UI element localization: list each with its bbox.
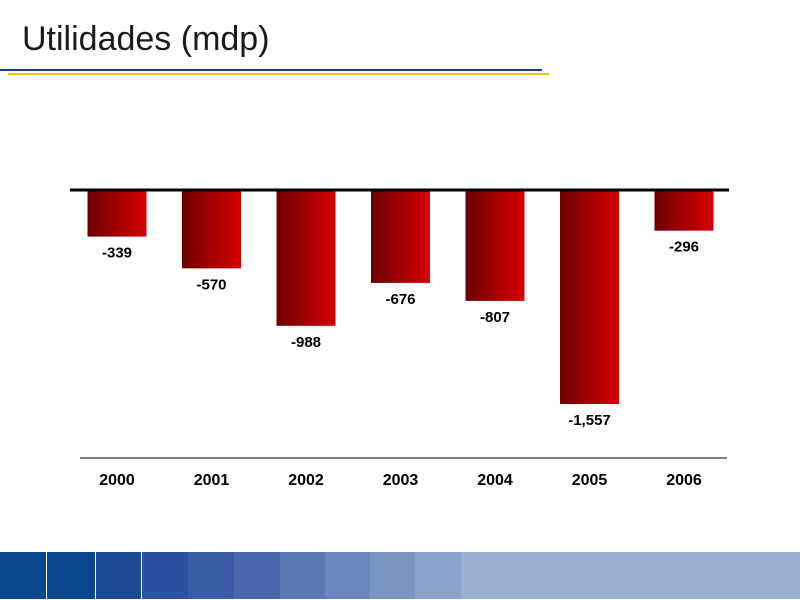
category-label-2003: 2003 xyxy=(383,472,419,489)
data-label-2005: -1,557 xyxy=(568,412,611,429)
bar-2005 xyxy=(560,190,619,404)
title-underline-blue xyxy=(0,69,542,71)
footer-block xyxy=(0,552,47,599)
data-label-2006: -296 xyxy=(669,239,699,256)
footer-color-strip xyxy=(0,552,800,599)
category-label-2006: 2006 xyxy=(666,472,702,489)
category-label-2000: 2000 xyxy=(99,472,135,489)
footer-block xyxy=(369,552,416,599)
footer-block xyxy=(279,552,325,599)
data-label-2002: -988 xyxy=(291,334,321,351)
data-label-2003: -676 xyxy=(385,291,415,308)
bar-2006 xyxy=(654,190,714,231)
category-label-2005: 2005 xyxy=(572,472,608,489)
footer-block xyxy=(142,552,189,599)
footer-block xyxy=(324,552,370,599)
footer-block xyxy=(95,552,143,599)
footer-block xyxy=(461,552,800,599)
slide-title: Utilidades (mdp) xyxy=(22,20,270,58)
bar-2000 xyxy=(87,190,147,237)
bar-2004 xyxy=(465,190,525,301)
footer-block xyxy=(234,552,280,599)
bar-2001 xyxy=(182,190,241,269)
data-label-2004: -807 xyxy=(480,309,510,326)
footer-block xyxy=(46,552,96,599)
category-label-2001: 2001 xyxy=(194,472,230,489)
category-label-2004: 2004 xyxy=(477,472,513,489)
footer-block xyxy=(415,552,462,599)
bar-2003 xyxy=(371,190,430,283)
data-label-2000: -339 xyxy=(102,245,132,262)
bar-2002 xyxy=(276,190,336,326)
data-label-2001: -570 xyxy=(196,276,226,293)
title-underline-gold xyxy=(8,73,549,75)
footer-block xyxy=(188,552,235,599)
category-label-2002: 2002 xyxy=(288,472,324,489)
